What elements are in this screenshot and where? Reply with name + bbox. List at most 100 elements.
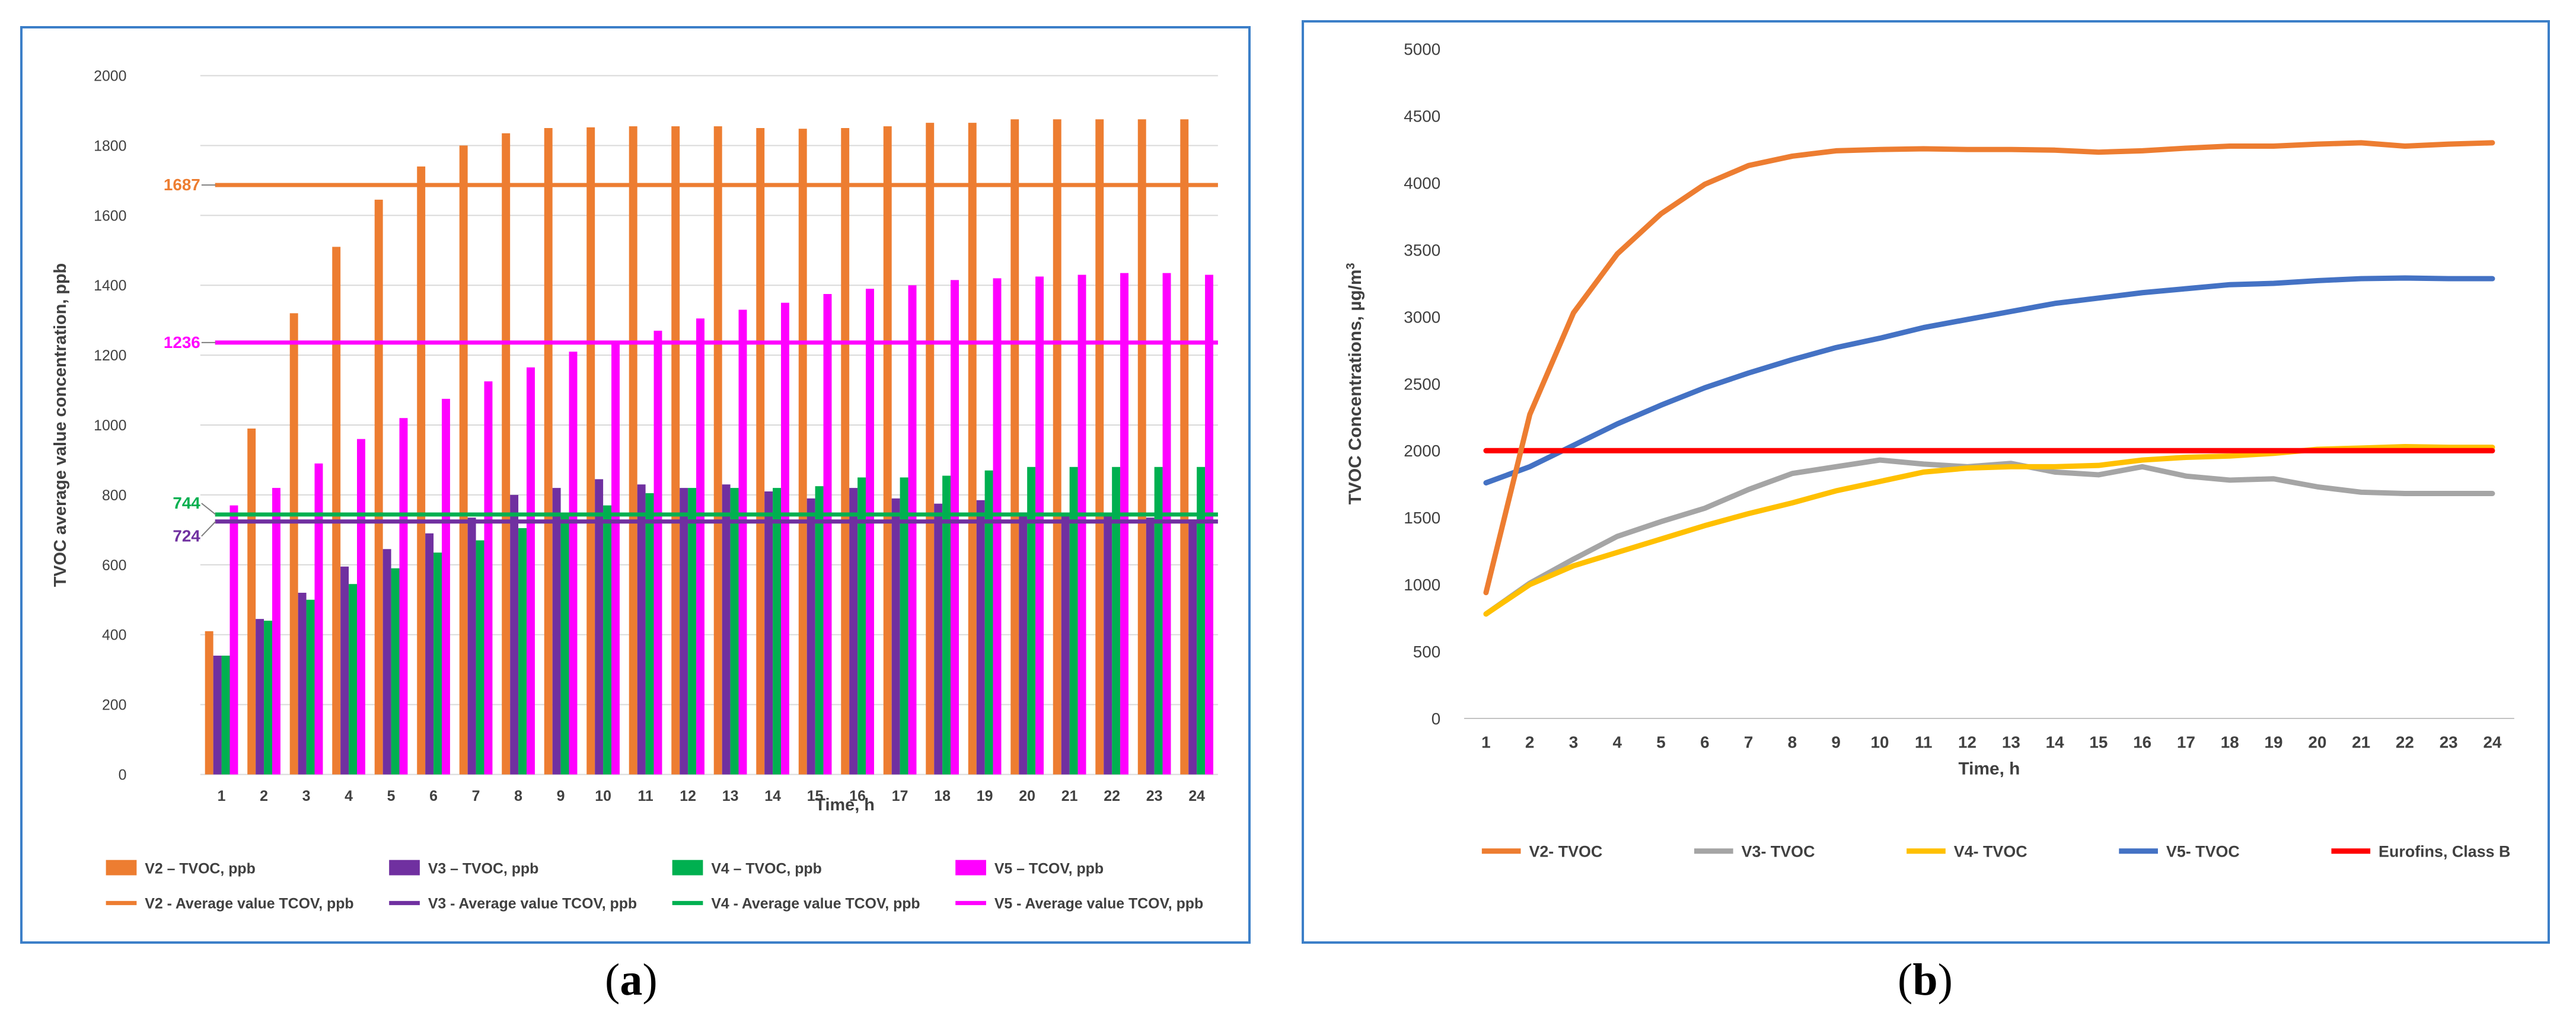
y-tick-a-1600: 1600 xyxy=(94,207,126,224)
bar-5-h17 xyxy=(908,285,917,775)
x-tick-b-19: 19 xyxy=(2265,733,2283,752)
bar-4-h13 xyxy=(730,488,739,775)
x-tick-a-18: 18 xyxy=(934,788,951,804)
x-tick-a-22: 22 xyxy=(1104,788,1120,804)
chart-panel-b: 0 500 1000 1500 2000 2500 3000 3500 4000 4500 5000… xyxy=(1302,20,2550,944)
y-tick-b-5000: 5000 xyxy=(1404,40,1440,59)
bar-4-h4 xyxy=(349,584,358,775)
y-tick-b-4000: 4000 xyxy=(1404,174,1440,193)
average-label-1687: 1687 xyxy=(164,175,200,194)
average-label-724: 724 xyxy=(173,527,200,545)
x-tick-a-7: 7 xyxy=(472,788,480,804)
bar-4-h22 xyxy=(1112,467,1121,775)
y-tick-a-1200: 1200 xyxy=(94,347,126,364)
x-tick-a-20: 20 xyxy=(1019,788,1035,804)
x-tick-a-11: 11 xyxy=(637,788,653,804)
x-tick-b-21: 21 xyxy=(2352,733,2370,752)
x-tick-a-12: 12 xyxy=(680,788,696,804)
bar-3-h23 xyxy=(1146,518,1155,775)
y-tick-b-1000: 1000 xyxy=(1404,576,1440,594)
y-tick-a-0: 0 xyxy=(119,766,127,783)
bar-2-h1 xyxy=(205,631,213,775)
bar-3-h2 xyxy=(256,619,264,775)
caption-b-label: b xyxy=(1912,955,1938,1005)
bar-3-h8 xyxy=(510,494,519,775)
bar-4-h8 xyxy=(518,528,527,775)
bar-4-h12 xyxy=(688,488,697,775)
y-tick-a-800: 800 xyxy=(102,487,126,504)
average-leader-724 xyxy=(201,521,216,537)
bar-3-h14 xyxy=(764,491,773,775)
legend-swatch-bar-2 xyxy=(106,860,137,876)
bar-3-h22 xyxy=(1104,516,1112,775)
bar-2-h3 xyxy=(289,313,298,775)
bar-4-h11 xyxy=(645,493,654,775)
x-tick-b-10: 10 xyxy=(1870,733,1889,752)
y-tick-b-2500: 2500 xyxy=(1404,375,1440,393)
x-tick-a-24: 24 xyxy=(1188,788,1205,804)
legend-label-average-3: V3 - Average value TCOV, ppb xyxy=(428,895,637,912)
legend-swatch-bar-3 xyxy=(389,860,420,876)
bar-5-h18 xyxy=(951,280,959,775)
x-tick-a-19: 19 xyxy=(977,788,993,804)
x-tick-b-7: 7 xyxy=(1744,733,1754,752)
bar-4-h17 xyxy=(900,477,908,775)
legend-label-bar-3: V3 – TVOC, ppb xyxy=(428,861,538,877)
bar-3-h18 xyxy=(934,503,943,775)
average-leader-744 xyxy=(201,503,216,515)
x-tick-b-22: 22 xyxy=(2396,733,2414,752)
y-tick-b-3500: 3500 xyxy=(1404,241,1440,259)
bar-5-h14 xyxy=(781,302,789,775)
bar-3-h4 xyxy=(340,566,349,775)
bar-2-h14 xyxy=(756,128,765,775)
legend-swatch-bar-5 xyxy=(955,860,986,876)
bar-2-h22 xyxy=(1095,119,1104,775)
bar-3-h19 xyxy=(976,500,985,775)
legend-label-line-4: Eurofins, Class B xyxy=(2379,843,2510,861)
caption-b: (b) xyxy=(1898,955,1953,1005)
bar-3-h21 xyxy=(1061,514,1070,775)
bar-2-h17 xyxy=(883,126,892,775)
x-tick-b-23: 23 xyxy=(2440,733,2458,752)
x-tick-b-14: 14 xyxy=(2046,733,2064,752)
y-tick-a-200: 200 xyxy=(102,697,126,714)
series-line-3 xyxy=(1483,275,2495,485)
bar-5-h3 xyxy=(314,463,323,775)
bar-5-h13 xyxy=(738,309,747,775)
bar-2-h7 xyxy=(459,145,468,775)
y-tick-b-1500: 1500 xyxy=(1404,509,1440,527)
bar-5-h22 xyxy=(1120,273,1128,775)
legend-label-line-3: V5- TVOC xyxy=(2166,843,2240,861)
legend-label-line-2: V4- TVOC xyxy=(1954,843,2027,861)
bar-4-h14 xyxy=(773,488,782,775)
bar-3-h6 xyxy=(425,533,434,775)
bar-4-h20 xyxy=(1027,467,1036,775)
x-tick-a-2: 2 xyxy=(260,788,268,804)
bar-3-h24 xyxy=(1188,519,1197,775)
x-tick-a-4: 4 xyxy=(345,788,353,804)
bar-3-h3 xyxy=(298,592,307,775)
bar-5-h6 xyxy=(442,398,450,775)
y-tick-a-400: 400 xyxy=(102,627,126,644)
y-tick-b-2000: 2000 xyxy=(1404,442,1440,460)
x-tick-b-4: 4 xyxy=(1613,733,1622,752)
bar-4-h10 xyxy=(603,505,612,775)
caption-a-label: a xyxy=(620,955,643,1005)
x-tick-a-9: 9 xyxy=(557,788,565,804)
bar-5-h9 xyxy=(569,352,578,775)
legend-label-bar-5: V5 – TCOV, ppb xyxy=(994,861,1104,877)
bar-4-h3 xyxy=(306,599,315,775)
bar-chart-a: 0 200 400 600 800 1000 1200 1400 1600 1800 2000 TVO… xyxy=(51,68,1218,912)
x-tick-b-9: 9 xyxy=(1831,733,1841,752)
y-axis-label-a: TVOC average value concentration, ppb xyxy=(51,263,70,587)
bar-2-h4 xyxy=(332,247,341,775)
bar-3-h10 xyxy=(595,479,604,775)
x-tick-a-16: 16 xyxy=(849,788,866,804)
x-axis-label-a: Time, h xyxy=(815,796,874,814)
x-tick-a-5: 5 xyxy=(387,788,396,804)
bar-3-h7 xyxy=(467,518,476,775)
bar-2-h6 xyxy=(417,166,426,775)
bar-4-h19 xyxy=(984,470,993,775)
legend-label-average-2: V2 - Average value TCOV, ppb xyxy=(145,895,353,912)
bar-5-h16 xyxy=(866,289,874,775)
